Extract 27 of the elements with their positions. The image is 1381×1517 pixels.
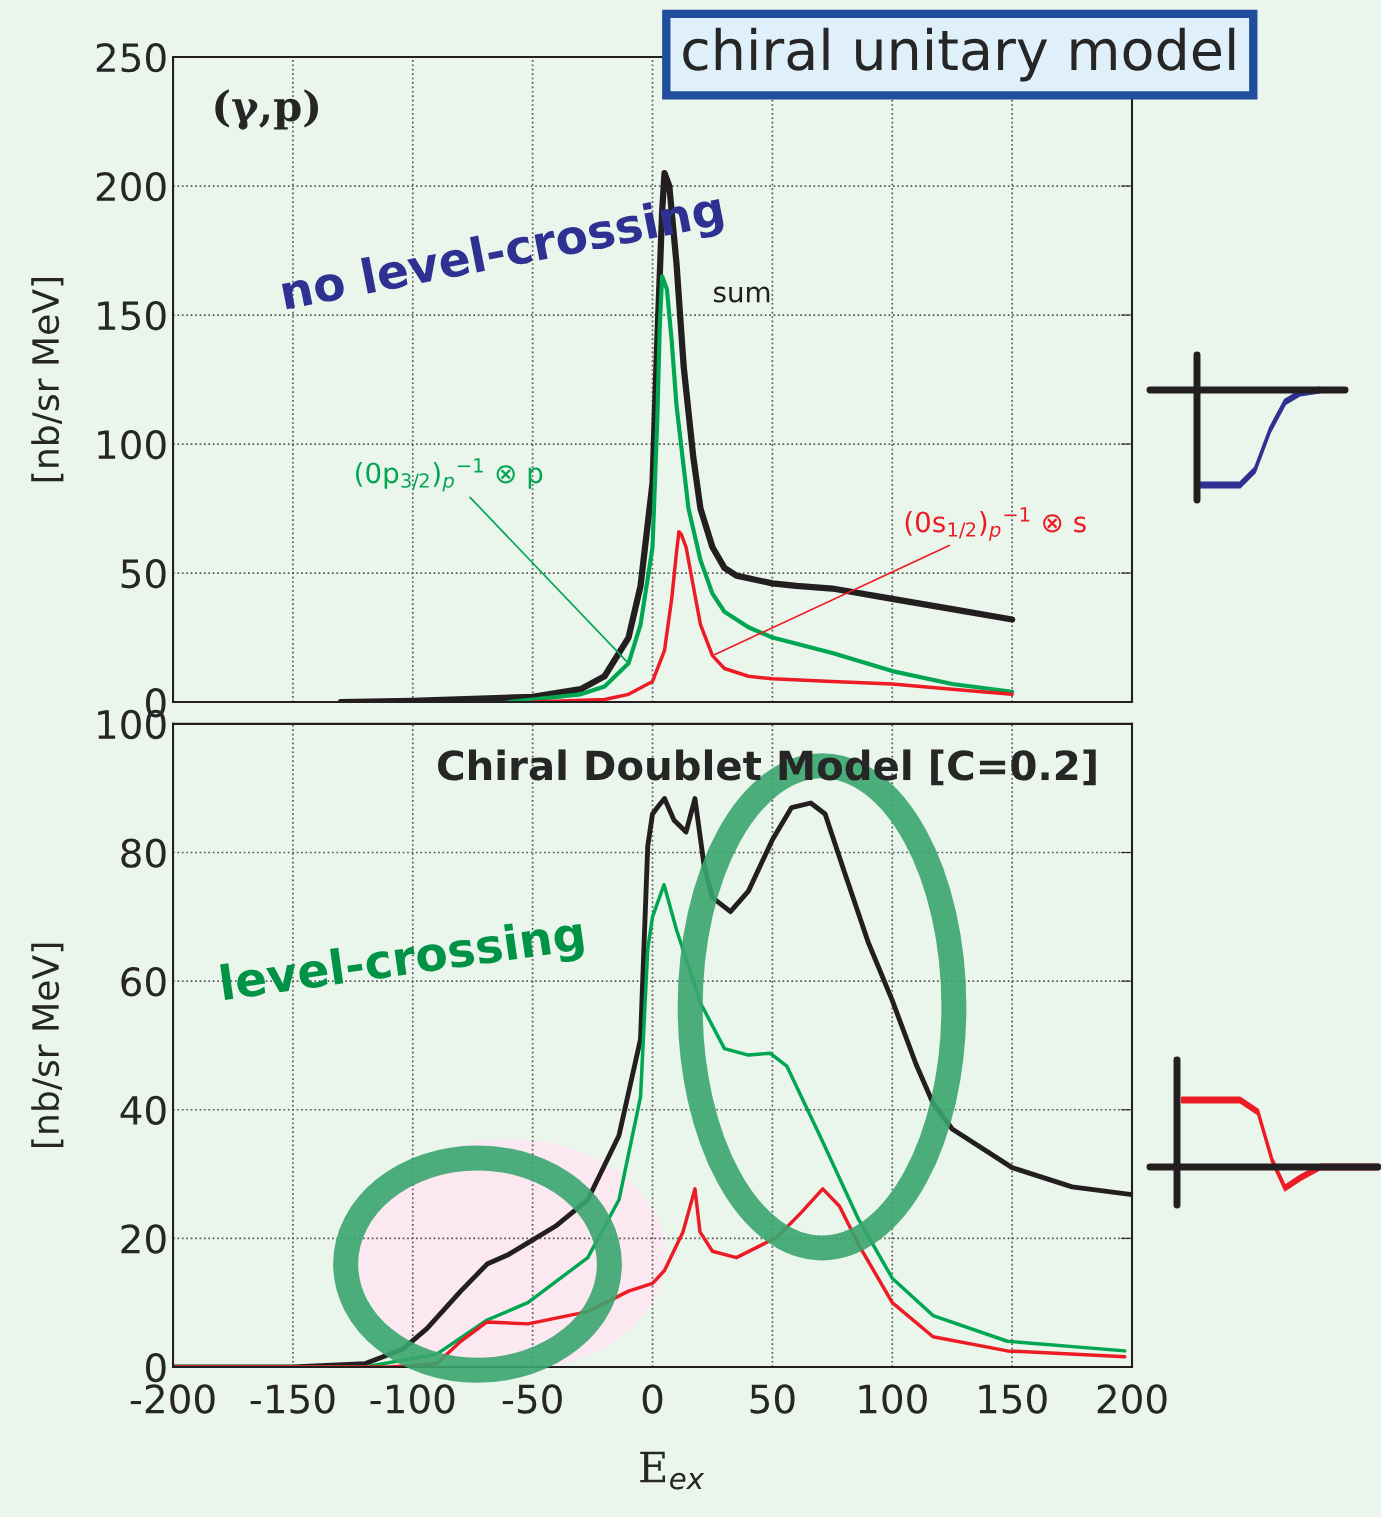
y-tick-label: 80 <box>121 838 166 868</box>
y-tick-label: 50 <box>121 558 166 589</box>
text: (0p$_{3/2}$)$_{p}$$^{−1}$ ⊗ p <box>355 458 543 492</box>
y-tick-label: 200 <box>96 171 166 202</box>
x-tick-label: -100 <box>370 1384 455 1414</box>
x-tick-label: 50 <box>750 1384 795 1414</box>
x-axis-title: E$_{ex}$ <box>640 1451 705 1490</box>
y-tick-label: 100 <box>98 429 166 460</box>
x-tick-label: -50 <box>502 1384 562 1414</box>
x-tick-label: 0 <box>642 1384 663 1414</box>
y-tick-label: 250 <box>96 42 166 73</box>
x-tick-label: -200 <box>130 1384 215 1414</box>
y-axis-title: [nb/sr MeV] <box>31 277 64 482</box>
text: (0s$_{1/2}$)$_{p}$$^{−1}$ ⊗ s <box>905 507 1086 541</box>
y-axis-title: [nb/sr MeV] <box>31 943 64 1148</box>
y-tick-label: 0 <box>146 1352 166 1383</box>
x-tick-label: 150 <box>979 1384 1047 1414</box>
y-tick-label: 40 <box>120 1095 166 1126</box>
annotation: chiral unitary model <box>683 27 1235 82</box>
x-tick-label: 100 <box>859 1384 927 1414</box>
y-tick-label: 20 <box>121 1224 166 1254</box>
y-tick-label: 150 <box>98 300 166 331</box>
x-tick-label: 200 <box>1097 1384 1167 1414</box>
text: (γ,p) <box>215 89 319 130</box>
annotation: level-crossing <box>220 914 586 1011</box>
y-tick-label: 60 <box>121 967 166 997</box>
x-tick-label: -150 <box>250 1384 335 1414</box>
